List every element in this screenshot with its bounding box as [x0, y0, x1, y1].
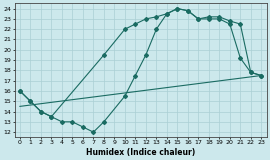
X-axis label: Humidex (Indice chaleur): Humidex (Indice chaleur): [86, 148, 195, 156]
